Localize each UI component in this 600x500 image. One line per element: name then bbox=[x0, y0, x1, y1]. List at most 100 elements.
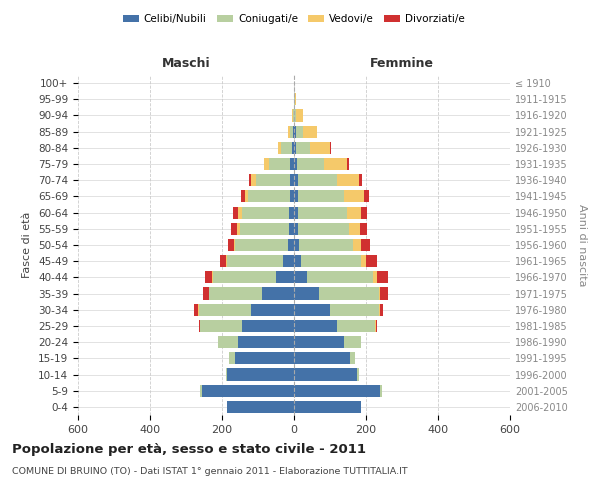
Bar bbox=[202, 384, 294, 397]
Bar bbox=[294, 384, 380, 397]
Bar bbox=[319, 288, 379, 300]
Bar bbox=[233, 239, 235, 251]
Bar bbox=[379, 304, 380, 316]
Bar bbox=[337, 174, 359, 186]
Bar bbox=[357, 368, 359, 380]
Bar bbox=[294, 206, 298, 218]
Bar bbox=[292, 142, 294, 154]
Bar bbox=[296, 126, 303, 138]
Bar bbox=[205, 272, 212, 283]
Bar bbox=[294, 190, 298, 202]
Bar bbox=[330, 304, 379, 316]
Bar bbox=[237, 222, 240, 235]
Bar bbox=[380, 288, 388, 300]
Bar bbox=[212, 272, 213, 283]
Bar bbox=[200, 320, 242, 332]
Bar bbox=[296, 110, 303, 122]
Bar bbox=[292, 110, 293, 122]
Bar bbox=[251, 174, 256, 186]
Bar bbox=[249, 174, 251, 186]
Bar bbox=[294, 93, 295, 106]
Bar bbox=[359, 174, 362, 186]
Bar bbox=[294, 272, 307, 283]
Bar bbox=[347, 206, 361, 218]
Bar bbox=[198, 304, 199, 316]
Bar bbox=[227, 368, 294, 380]
Bar bbox=[238, 336, 294, 348]
Bar bbox=[380, 304, 383, 316]
Bar bbox=[298, 190, 344, 202]
Bar bbox=[278, 142, 281, 154]
Bar bbox=[294, 110, 296, 122]
Bar bbox=[199, 320, 200, 332]
Bar bbox=[361, 255, 366, 268]
Bar bbox=[283, 255, 294, 268]
Bar bbox=[262, 288, 294, 300]
Bar bbox=[310, 142, 330, 154]
Bar bbox=[242, 206, 289, 218]
Bar bbox=[366, 255, 377, 268]
Bar bbox=[294, 368, 357, 380]
Bar bbox=[256, 174, 290, 186]
Bar bbox=[218, 336, 238, 348]
Bar bbox=[299, 239, 353, 251]
Bar bbox=[296, 142, 310, 154]
Bar bbox=[294, 239, 299, 251]
Bar bbox=[375, 320, 376, 332]
Bar bbox=[233, 206, 238, 218]
Bar bbox=[330, 142, 331, 154]
Bar bbox=[289, 222, 294, 235]
Bar bbox=[353, 239, 361, 251]
Text: COMUNE DI BRUINO (TO) - Dati ISTAT 1° gennaio 2011 - Elaborazione TUTTITALIA.IT: COMUNE DI BRUINO (TO) - Dati ISTAT 1° ge… bbox=[12, 468, 407, 476]
Bar bbox=[294, 320, 337, 332]
Bar bbox=[242, 320, 294, 332]
Bar bbox=[344, 190, 364, 202]
Bar bbox=[203, 288, 209, 300]
Bar bbox=[235, 239, 287, 251]
Bar bbox=[290, 158, 294, 170]
Bar bbox=[324, 158, 347, 170]
Bar bbox=[213, 272, 276, 283]
Bar bbox=[288, 126, 290, 138]
Bar bbox=[290, 126, 293, 138]
Bar bbox=[294, 336, 344, 348]
Bar bbox=[230, 222, 237, 235]
Bar bbox=[301, 255, 361, 268]
Text: Femmine: Femmine bbox=[370, 57, 434, 70]
Bar bbox=[227, 255, 283, 268]
Bar bbox=[361, 239, 370, 251]
Bar bbox=[238, 206, 242, 218]
Bar bbox=[307, 272, 373, 283]
Bar bbox=[337, 320, 375, 332]
Bar bbox=[269, 158, 290, 170]
Bar bbox=[294, 158, 297, 170]
Bar bbox=[364, 190, 368, 202]
Bar bbox=[379, 288, 380, 300]
Bar bbox=[294, 142, 296, 154]
Bar bbox=[226, 255, 227, 268]
Bar bbox=[344, 336, 361, 348]
Bar bbox=[200, 384, 202, 397]
Bar bbox=[295, 93, 296, 106]
Bar bbox=[287, 239, 294, 251]
Bar bbox=[294, 126, 296, 138]
Bar bbox=[293, 110, 294, 122]
Bar bbox=[240, 222, 289, 235]
Bar bbox=[245, 190, 248, 202]
Bar bbox=[228, 239, 233, 251]
Text: Maschi: Maschi bbox=[161, 57, 211, 70]
Bar bbox=[290, 174, 294, 186]
Bar bbox=[376, 320, 377, 332]
Bar bbox=[303, 126, 317, 138]
Bar bbox=[251, 304, 294, 316]
Bar bbox=[298, 222, 349, 235]
Bar bbox=[194, 304, 198, 316]
Bar bbox=[276, 272, 294, 283]
Bar bbox=[294, 174, 298, 186]
Bar bbox=[248, 190, 290, 202]
Y-axis label: Anni di nascita: Anni di nascita bbox=[577, 204, 587, 286]
Bar bbox=[347, 158, 349, 170]
Bar bbox=[359, 222, 367, 235]
Bar bbox=[227, 401, 294, 413]
Bar bbox=[264, 158, 265, 170]
